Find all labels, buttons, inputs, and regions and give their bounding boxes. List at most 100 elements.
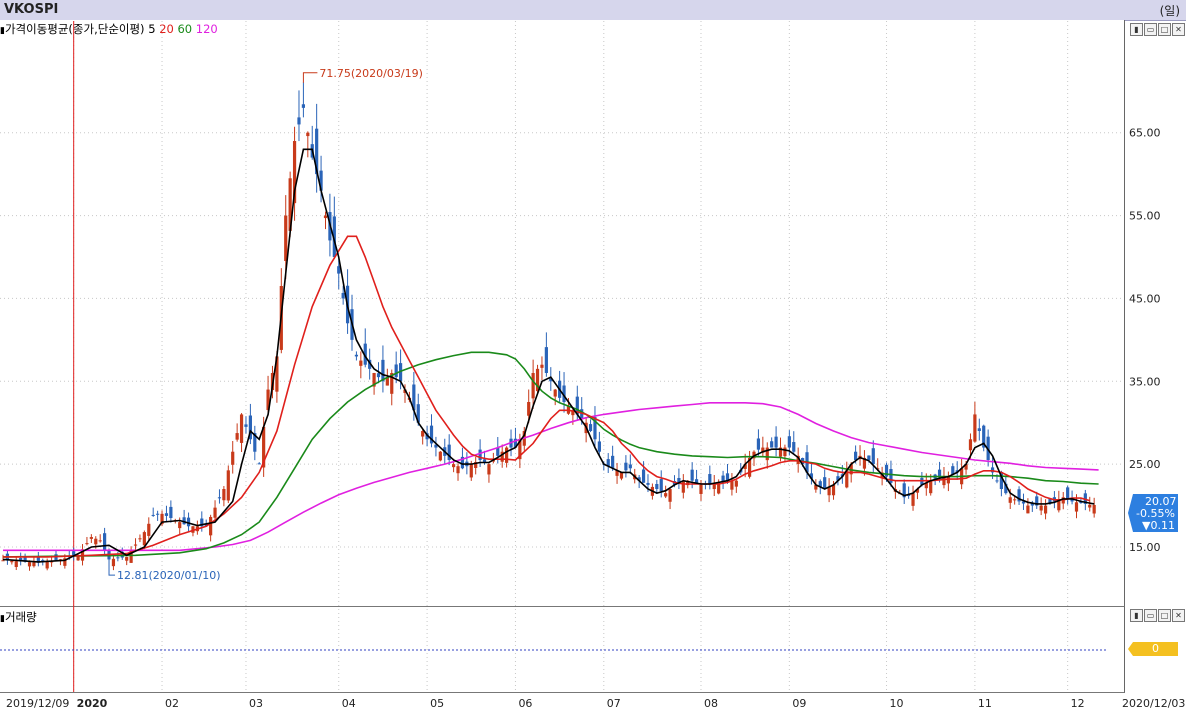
candle-body bbox=[469, 464, 473, 478]
candle-body bbox=[474, 462, 478, 469]
pane-maximize-icon[interactable]: □ bbox=[1158, 23, 1171, 36]
candle-body bbox=[659, 479, 663, 492]
candle-body bbox=[1017, 489, 1021, 502]
candle-body bbox=[1008, 497, 1012, 503]
x-tick-label: 12 bbox=[1071, 697, 1085, 710]
candle-body bbox=[337, 266, 341, 274]
candle-body bbox=[690, 469, 694, 481]
pane-close-icon[interactable]: ✕ bbox=[1172, 23, 1185, 36]
candle-body bbox=[549, 378, 553, 382]
volume-legend: ▮거래량 bbox=[0, 609, 37, 625]
candle-body bbox=[699, 484, 703, 494]
candle-body bbox=[553, 389, 557, 397]
candle-body bbox=[496, 447, 500, 456]
last-change-pct: -0.55% bbox=[1136, 507, 1175, 520]
candle-body bbox=[747, 457, 752, 477]
candle-body bbox=[368, 359, 372, 369]
candle-body bbox=[535, 368, 540, 392]
candle-body bbox=[518, 439, 522, 460]
last-price-value: 20.07 bbox=[1145, 495, 1177, 508]
candle-body bbox=[756, 438, 761, 450]
candle-body bbox=[619, 472, 624, 479]
candle-body bbox=[416, 404, 420, 423]
candle-body bbox=[544, 347, 548, 373]
candle-body bbox=[323, 215, 328, 219]
candle-body bbox=[611, 455, 615, 469]
candle-body bbox=[1088, 504, 1092, 508]
pane-minimize-icon[interactable]: ▮ bbox=[1130, 23, 1143, 36]
candle-body bbox=[98, 540, 102, 542]
candle-body bbox=[36, 556, 40, 563]
candle-body bbox=[363, 343, 367, 365]
candle-body bbox=[730, 480, 734, 490]
candle-body bbox=[646, 482, 650, 485]
last-price-badge bbox=[1128, 494, 1178, 532]
candle-body bbox=[1039, 505, 1043, 511]
pane-restore-icon[interactable]: ▭ bbox=[1144, 609, 1157, 622]
candle-body bbox=[231, 451, 235, 465]
ma-legend-title: 가격이동평균(종가,단순이평) bbox=[4, 22, 145, 36]
candle-body bbox=[235, 433, 239, 440]
candle-body bbox=[836, 476, 840, 481]
pane-restore-icon[interactable]: ▭ bbox=[1144, 23, 1157, 36]
candle-body bbox=[186, 517, 191, 527]
y-tick-label: 45.00 bbox=[1129, 292, 1161, 305]
candle-body bbox=[827, 486, 831, 496]
candle-body bbox=[478, 449, 482, 460]
candle-body bbox=[606, 459, 610, 467]
candle-body bbox=[19, 557, 23, 562]
candle-body bbox=[505, 447, 509, 463]
candle-body bbox=[571, 410, 575, 416]
candle-body bbox=[982, 425, 986, 448]
candle-body bbox=[809, 473, 814, 479]
candle-body bbox=[76, 555, 80, 561]
volume-pane-controls: ▮ ▭ □ ✕ bbox=[1130, 609, 1185, 622]
period-label: (일) bbox=[1159, 4, 1180, 18]
candle-body bbox=[306, 132, 310, 137]
candle-body bbox=[686, 480, 690, 486]
candle-body bbox=[1057, 499, 1061, 511]
candle-body bbox=[1035, 496, 1039, 506]
candle-body bbox=[191, 526, 195, 533]
pane-handle-icon[interactable]: ▮ bbox=[0, 614, 5, 624]
candle-body bbox=[677, 477, 681, 483]
candle-body bbox=[204, 523, 208, 527]
candle-body bbox=[376, 373, 381, 378]
pane-minimize-icon[interactable]: ▮ bbox=[1130, 609, 1143, 622]
candle-body bbox=[217, 497, 222, 499]
candle-body bbox=[372, 373, 376, 387]
ma120-label: 120 bbox=[195, 22, 218, 36]
volume-badge bbox=[1128, 642, 1178, 656]
candle-body bbox=[262, 426, 266, 468]
candle-body bbox=[27, 562, 32, 567]
candle-body bbox=[129, 550, 133, 563]
candle-body bbox=[447, 444, 451, 460]
y-tick-label: 15.00 bbox=[1129, 541, 1161, 554]
candle-body bbox=[452, 464, 456, 468]
candle-body bbox=[500, 451, 504, 462]
candle-body bbox=[743, 464, 747, 469]
candle-body bbox=[1043, 505, 1048, 514]
candle-body bbox=[301, 104, 306, 108]
ma120-line bbox=[3, 402, 1099, 552]
candle-body bbox=[854, 451, 858, 460]
pane-handle-icon[interactable]: ▮ bbox=[0, 26, 5, 36]
candle-body bbox=[694, 479, 699, 483]
pane-maximize-icon[interactable]: □ bbox=[1158, 609, 1171, 622]
candle-body bbox=[637, 477, 641, 481]
candle-body bbox=[1026, 505, 1030, 514]
candle-body bbox=[778, 447, 783, 457]
ma60-line bbox=[2, 351, 1099, 558]
candle-body bbox=[655, 483, 659, 489]
candle-body bbox=[915, 489, 920, 493]
pane-close-icon[interactable]: ✕ bbox=[1172, 609, 1185, 622]
candle-body bbox=[968, 439, 973, 451]
high-marker-arrow bbox=[302, 72, 318, 83]
candle-body bbox=[421, 431, 425, 437]
candle-body bbox=[796, 455, 800, 465]
candle-body bbox=[151, 514, 155, 516]
candle-body bbox=[787, 436, 791, 448]
y-tick-label: 65.00 bbox=[1129, 127, 1161, 140]
candle-body bbox=[319, 170, 323, 191]
